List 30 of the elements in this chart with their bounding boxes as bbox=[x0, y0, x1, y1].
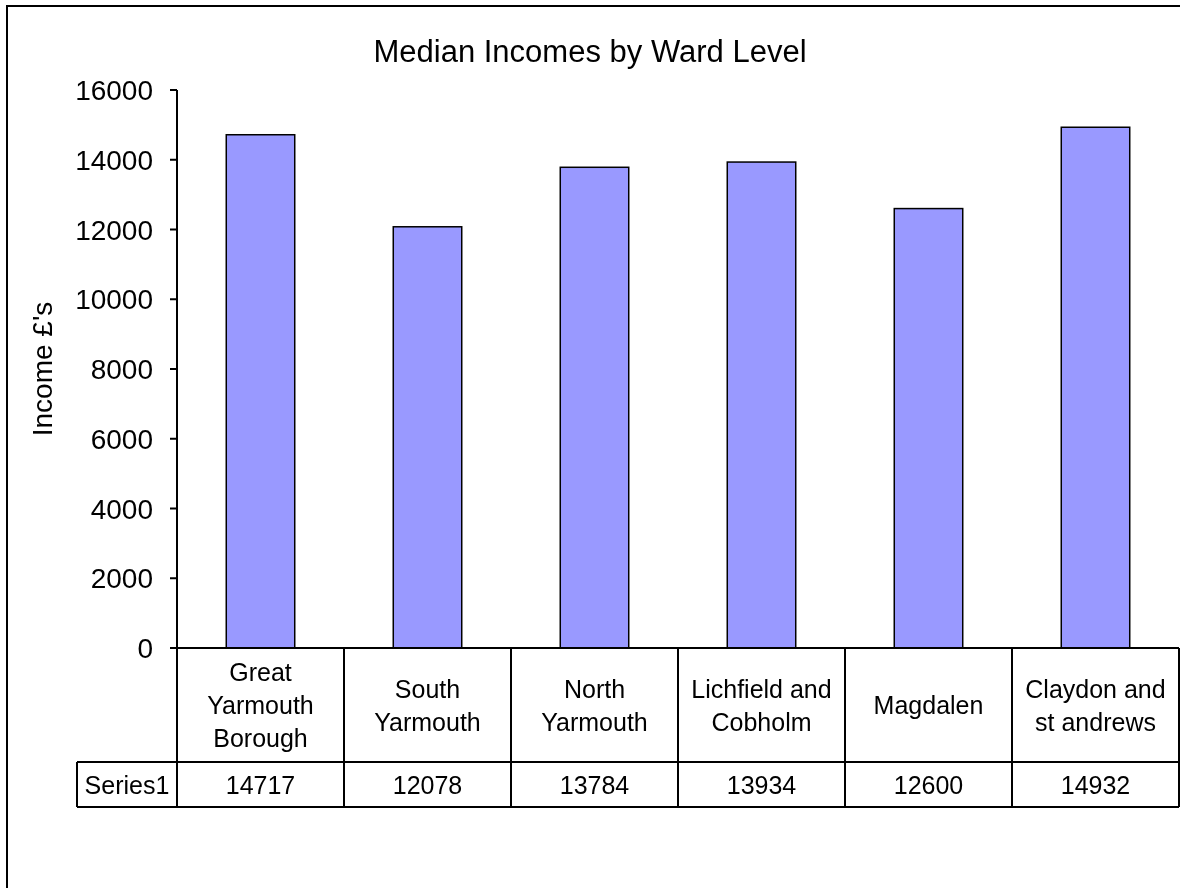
y-tick-label: 6000 bbox=[90, 423, 153, 455]
x-tick-label: North Yarmouth bbox=[541, 674, 648, 736]
chart-title: Median Incomes by Ward Level bbox=[373, 34, 807, 69]
y-tick-label: 14000 bbox=[75, 144, 153, 176]
bar bbox=[392, 226, 463, 649]
data-label: 14717 bbox=[225, 770, 296, 799]
bar bbox=[893, 207, 964, 649]
data-label: 14932 bbox=[1060, 770, 1131, 799]
x-tick-label: Claydon and st andrews bbox=[1025, 674, 1166, 736]
bar bbox=[726, 161, 797, 649]
y-tick-label: 4000 bbox=[90, 493, 153, 525]
y-axis-title: Income £'s bbox=[26, 301, 58, 437]
x-tick-label: Great Yarmouth Borough bbox=[207, 658, 314, 752]
y-tick-label: 2000 bbox=[90, 563, 153, 595]
y-tick-label: 16000 bbox=[75, 75, 153, 107]
bar bbox=[559, 166, 630, 649]
x-tick-label: Lichfield and Cobholm bbox=[691, 674, 832, 736]
y-tick-label: 12000 bbox=[75, 214, 153, 246]
data-label: 12600 bbox=[893, 770, 964, 799]
bar bbox=[225, 134, 296, 649]
data-label: 12078 bbox=[392, 770, 463, 799]
legend-label: Series1 bbox=[84, 770, 170, 799]
y-tick-label: 8000 bbox=[90, 354, 153, 386]
data-label: 13934 bbox=[726, 770, 797, 799]
data-label: 13784 bbox=[559, 770, 630, 799]
y-tick-label: 10000 bbox=[75, 284, 153, 316]
y-tick-label: 0 bbox=[137, 633, 153, 665]
bar bbox=[1060, 126, 1131, 649]
x-tick-label: Magdalen bbox=[873, 691, 984, 719]
x-tick-label: South Yarmouth bbox=[374, 674, 481, 736]
